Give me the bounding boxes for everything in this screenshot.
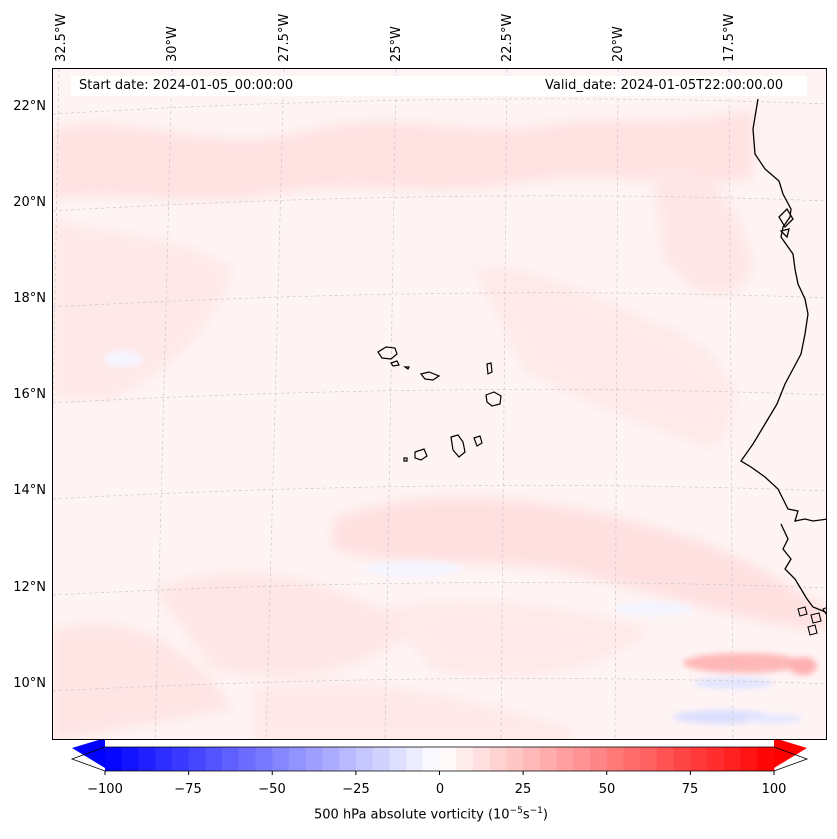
colorbar-segment xyxy=(640,747,658,771)
lat-label-12n: 12°N xyxy=(13,580,46,595)
colorbar-segment xyxy=(422,747,440,771)
lon-label-27-5w: 27.5°W xyxy=(277,13,292,62)
colorbar-segment xyxy=(539,747,557,771)
colorbar-segment xyxy=(690,747,708,771)
colorbar-segment xyxy=(439,747,457,771)
colorbar-segment xyxy=(623,747,641,771)
colorbar-tick-label: 25 xyxy=(514,782,532,797)
colorbar-segment xyxy=(255,747,273,771)
colorbar-segment xyxy=(723,747,741,771)
colorbar-segment xyxy=(171,747,190,771)
colorbar-min-arrow xyxy=(72,740,105,768)
colorbar-segments xyxy=(105,747,775,771)
colorbar-segment xyxy=(138,747,156,771)
colorbar-segment xyxy=(188,747,206,771)
colorbar-segment xyxy=(205,747,223,771)
colorbar-tick-label: 50 xyxy=(598,782,616,797)
africa-coastline xyxy=(740,98,826,522)
colorbar-segment xyxy=(590,747,608,771)
cape-verde-islands xyxy=(377,346,502,462)
colorbar-segment xyxy=(288,747,307,771)
colorbar-segment xyxy=(272,747,290,771)
dakar-peninsula xyxy=(778,207,794,239)
colorbar-segment xyxy=(573,747,591,771)
colorbar-segment xyxy=(740,747,758,771)
colorbar-tick-label: −75 xyxy=(174,782,202,797)
colorbar-segment xyxy=(673,747,691,771)
lon-label-32-5w: 32.5°W xyxy=(54,13,69,62)
colorbar-segment xyxy=(656,747,675,771)
colorbar-tick-label: −25 xyxy=(342,782,370,797)
colorbar-tick-label: 75 xyxy=(681,782,699,797)
colorbar-segment xyxy=(472,747,491,771)
colorbar-tick-label: −50 xyxy=(258,782,286,797)
lat-label-18n: 18°N xyxy=(13,291,46,306)
colorbar-segment xyxy=(355,747,374,771)
colorbar-segment xyxy=(372,747,390,771)
lon-label-22-5w: 22.5°W xyxy=(500,13,515,62)
colorbar-segment xyxy=(506,747,524,771)
colorbar-segment xyxy=(105,747,123,771)
colorbar-segment xyxy=(707,747,725,771)
map-panel[interactable] xyxy=(52,68,827,740)
colorbar-segment xyxy=(339,747,357,771)
start-date-label: Start date: 2024-01-05_00:00:00 xyxy=(79,78,294,93)
colorbar-segment xyxy=(155,747,173,771)
colorbar-segment xyxy=(322,747,340,771)
date-annotation-box xyxy=(71,76,807,96)
graticule xyxy=(53,69,826,739)
lat-label-14n: 14°N xyxy=(13,483,46,498)
lat-label-16n: 16°N xyxy=(13,387,46,402)
colorbar-tick-label: 100 xyxy=(761,782,787,797)
colorbar-title-text: 500 hPa absolute vorticity (10 xyxy=(314,807,510,823)
africa-coastline-south xyxy=(780,523,826,614)
colorbar-segment xyxy=(222,747,240,771)
lat-label-22n: 22°N xyxy=(13,99,46,114)
colorbar-title-exp2: −1 xyxy=(529,806,543,816)
colorbar-segment xyxy=(456,747,474,771)
vorticity-field-map xyxy=(53,69,826,739)
lon-label-17-5w: 17.5°W xyxy=(722,13,737,62)
colorbar-segment xyxy=(556,747,574,771)
colorbar-segment xyxy=(121,747,139,771)
colorbar-tick-label: 0 xyxy=(435,782,445,797)
lat-label-20n: 20°N xyxy=(13,195,46,210)
colorbar-segment xyxy=(606,747,624,771)
bijagos-islands xyxy=(797,606,826,636)
colorbar-segment xyxy=(305,747,323,771)
colorbar-segment xyxy=(523,747,541,771)
lon-label-20w: 20°W xyxy=(611,26,626,62)
valid-date-label: Valid_date: 2024-01-05T22:00:00.00 xyxy=(545,78,784,93)
colorbar-segment xyxy=(238,747,256,771)
lat-label-10n: 10°N xyxy=(13,676,46,691)
colorbar-max-arrow xyxy=(774,740,807,768)
colorbar xyxy=(70,740,809,775)
colorbar-title-exp1: −5 xyxy=(509,806,523,816)
colorbar-tick-label: −100 xyxy=(87,782,123,797)
colorbar-segment xyxy=(406,747,424,771)
colorbar-segment xyxy=(757,747,775,771)
lon-label-30w: 30°W xyxy=(165,26,180,62)
colorbar-title-end: ) xyxy=(542,807,548,823)
colorbar-segment xyxy=(389,747,407,771)
colorbar-title: 500 hPa absolute vorticity (10−5s−1) xyxy=(314,806,548,822)
colorbar-title-unit: s xyxy=(522,807,530,823)
vorticity-shading xyxy=(53,109,826,739)
lon-label-25w: 25°W xyxy=(389,26,404,62)
colorbar-segment xyxy=(489,747,507,771)
